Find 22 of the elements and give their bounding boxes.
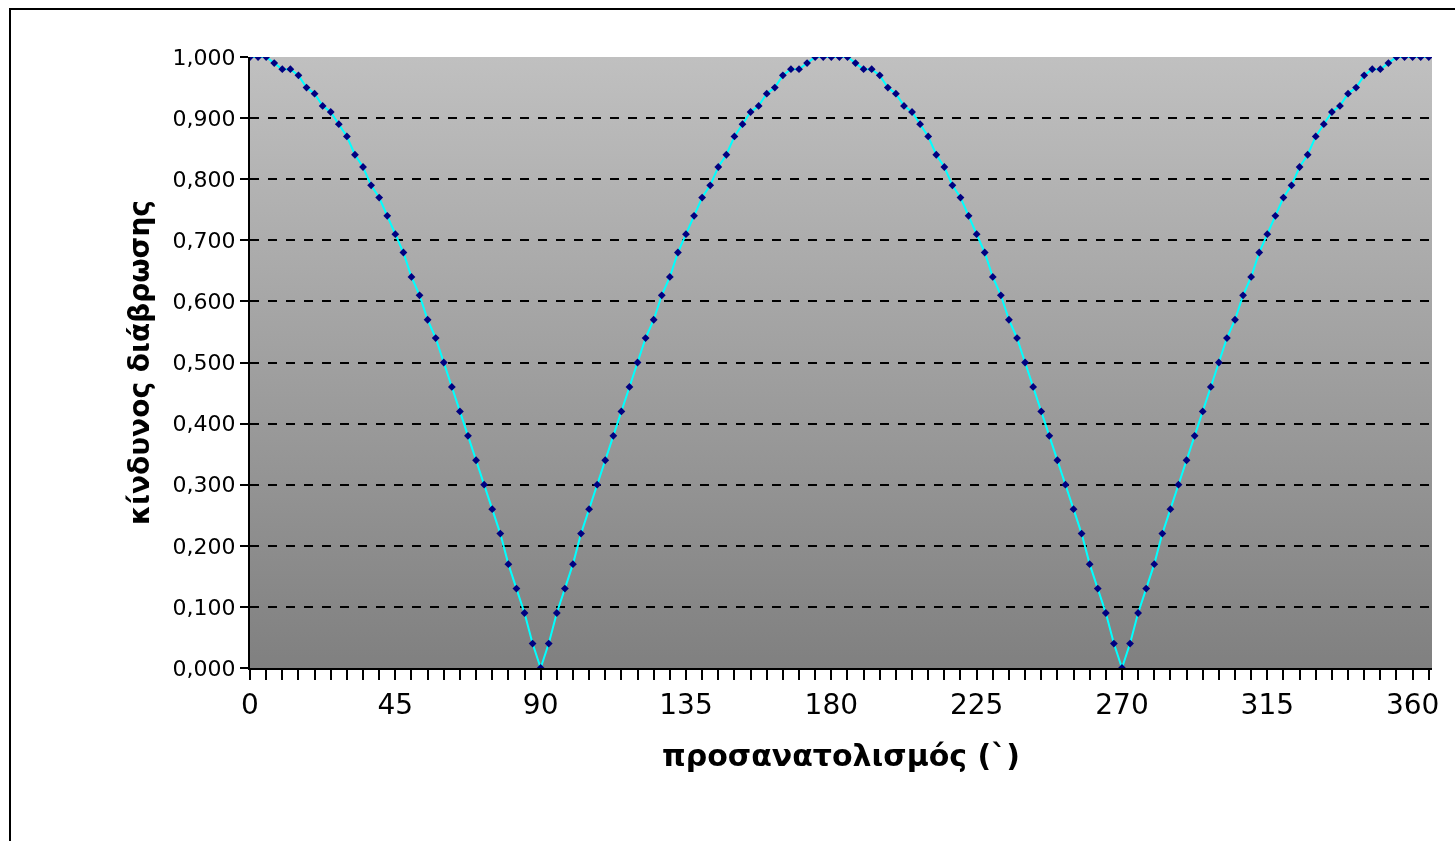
y-tick-label: 1,000 (172, 44, 236, 70)
y-tick-label: 0,500 (172, 350, 236, 376)
x-tick-label: 270 (1095, 687, 1149, 721)
y-axis-title: κίνδυνος διάβρωσης (122, 200, 156, 525)
x-tick-label: 360 (1385, 687, 1440, 721)
x-tick-label: 315 (1240, 687, 1295, 721)
y-tick-label: 0,900 (172, 105, 236, 131)
y-tick-label: 0,100 (172, 594, 236, 620)
x-tick-label: 180 (804, 687, 859, 721)
x-axis-title: προσανατολισμός (`) (662, 737, 1020, 773)
y-tick-label: 0,600 (172, 289, 236, 315)
x-tick-label: 45 (377, 687, 414, 721)
x-tick-label: 90 (522, 687, 559, 721)
x-tick-label: 0 (241, 687, 259, 721)
y-tick-label: 0,700 (172, 228, 236, 253)
y-tick-label: 0,200 (172, 533, 236, 559)
x-tick-label: 135 (659, 687, 713, 721)
y-tick-label: 0,300 (172, 472, 236, 498)
x-tick-label: 225 (949, 687, 1004, 721)
y-tick-label: 0,400 (172, 411, 236, 437)
y-tick-label: 0,000 (172, 655, 236, 681)
y-tick-label: 0,800 (172, 166, 236, 192)
